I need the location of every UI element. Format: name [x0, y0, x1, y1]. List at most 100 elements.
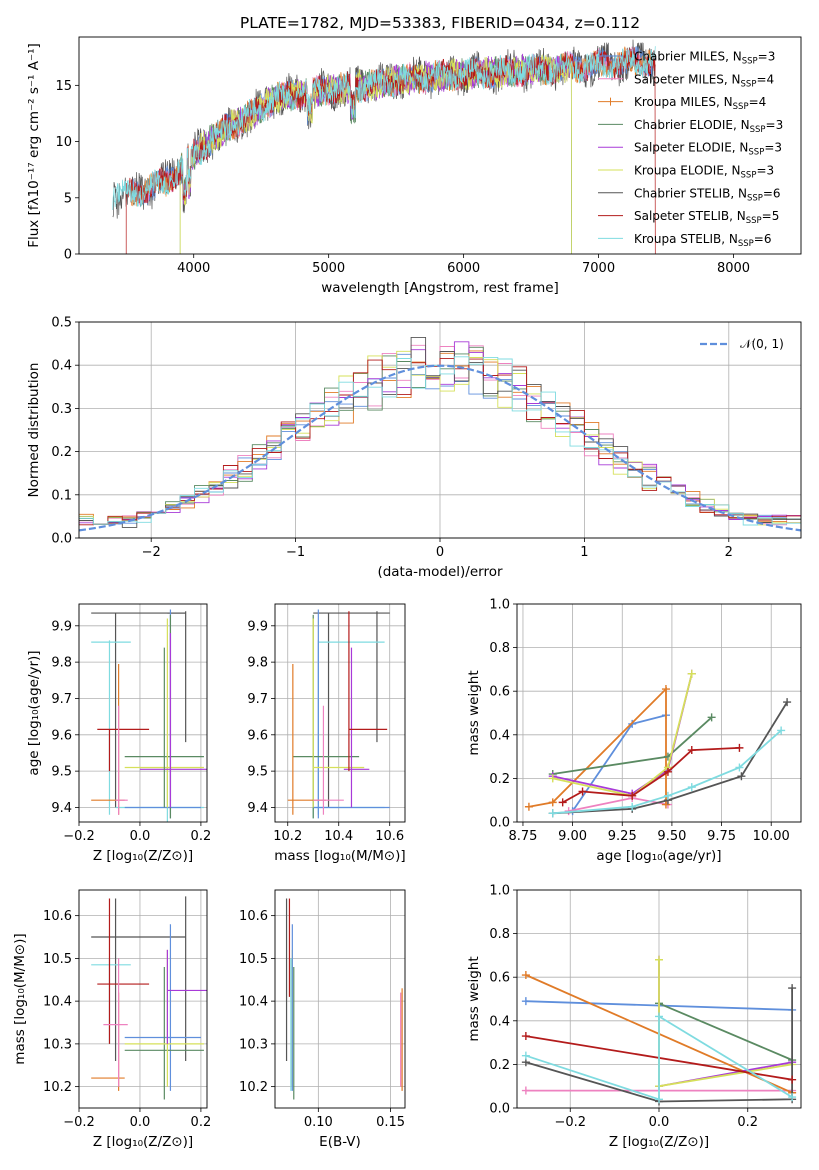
y-tick-label: 0.6: [489, 971, 510, 986]
y-axis-label: mass weight: [466, 670, 482, 755]
weight-point: [707, 713, 716, 722]
x-tick-label: 0.2: [737, 1115, 758, 1130]
x-tick-label: −0.2: [554, 1115, 586, 1130]
x-tick-label: 1: [580, 545, 588, 560]
x-tick-label: 0.0: [649, 1115, 670, 1130]
normal-curve: [78, 364, 802, 532]
weight-line-salpeter-stelib: [562, 747, 740, 804]
x-tick-label: 0.2: [191, 829, 212, 844]
weight-line-chabrier-stelib: [525, 988, 793, 1103]
y-tick-label: 0.2: [489, 772, 510, 787]
weight-point: [663, 767, 672, 776]
y-tick-label: 0.2: [51, 445, 72, 460]
y-axis-label: age [log₁₀(age/yr)]: [26, 650, 42, 775]
y-tick-label: 0.2: [489, 1058, 510, 1073]
x-axis-label: Z [log₁₀(Z/Z⊙)]: [93, 848, 193, 864]
y-tick-label: 10.4: [239, 995, 268, 1010]
y-tick-label: 0.4: [489, 728, 510, 743]
x-axis-label: wavelength [Angstrom, rest frame]: [321, 280, 559, 296]
x-axis-label: mass [log₁₀(M/M⊙)]: [274, 848, 405, 864]
legend-entry: Kroupa ELODIE, NSSP=3: [634, 164, 774, 181]
axes-mass-vs-Z: −0.2 0.0 0.2 10.2 10.3 10.4 10.5 10.6 Z [log₁₀(Z…: [12, 889, 212, 1150]
y-tick-label: 9.8: [247, 656, 268, 671]
y-tick-label: 1.0: [489, 884, 510, 899]
axes-frame: [274, 603, 406, 823]
x-axis-label: age [log₁₀(age/yr)]: [596, 848, 721, 864]
y-tick-label: 10.3: [239, 1037, 268, 1052]
legend-entry: Kroupa MILES, NSSP=4: [634, 95, 766, 112]
y-tick-label: 0.8: [489, 641, 510, 656]
x-tick-label: 0.0: [130, 829, 151, 844]
weight-point: [524, 802, 533, 811]
legend-entry: Salpeter ELODIE, NSSP=3: [634, 141, 782, 158]
weight-point: [788, 1075, 797, 1084]
weight-line-kroupa-miles: [528, 686, 667, 808]
y-tick-label: 10.2: [239, 1080, 268, 1095]
x-tick-label: 8000: [717, 261, 750, 276]
y-tick-label: 9.4: [51, 801, 72, 816]
axes-frame: [78, 889, 208, 1109]
weight-point: [735, 743, 744, 752]
axes-frame: [516, 889, 802, 1109]
weight-point: [521, 997, 530, 1006]
axes-frame: [78, 321, 802, 539]
weight-point: [558, 798, 567, 807]
weight-line-kroupa-stelib: [525, 1014, 793, 1101]
weight-point: [548, 774, 557, 783]
legend-entry: Chabrier MILES, NSSP=3: [634, 50, 775, 67]
axes-mass-weight-vs-Z: −0.2 0.0 0.2 0.0 0.2 0.4 0.6 0.8 1.0 Z [log₁₀(Z/Z…: [466, 884, 802, 1150]
axes-age-vs-Z: −0.2 0.0 0.2 9.4 9.5 9.6 9.7 9.8 9.9 Z [log₁₀(Z/Z…: [26, 603, 212, 864]
x-tick-label: 2: [725, 545, 733, 560]
y-tick-label: 0.4: [51, 359, 72, 374]
x-tick-label: 5000: [312, 261, 345, 276]
legend-entry: 𝒩(0, 1): [740, 337, 784, 351]
x-tick-label: 0: [436, 545, 444, 560]
weight-point: [521, 1086, 530, 1095]
x-tick-label: 9.25: [608, 829, 637, 844]
y-tick-label: 10.5: [43, 952, 72, 967]
y-tick-label: 10.4: [43, 995, 72, 1010]
y-tick-label: 9.9: [247, 619, 268, 634]
y-tick-label: 9.7: [51, 692, 72, 707]
spectrum-line-kroupa-stelib: [112, 46, 656, 211]
weight-point: [687, 783, 696, 792]
y-tick-label: 9.7: [247, 692, 268, 707]
weight-point: [655, 955, 663, 964]
x-tick-label: 4000: [177, 261, 210, 276]
axes-frame: [516, 603, 802, 823]
weight-point: [578, 787, 587, 796]
x-axis-label: Z [log₁₀(Z/Z⊙)]: [609, 1134, 709, 1150]
y-tick-label: 9.5: [51, 765, 72, 780]
weight-point: [548, 798, 557, 807]
x-tick-label: −1: [286, 545, 305, 560]
weight-point: [687, 746, 696, 755]
y-tick-label: 9.9: [51, 619, 72, 634]
y-tick-label: 10.6: [239, 909, 268, 924]
x-tick-label: 0.10: [304, 1115, 333, 1130]
x-tick-label: 0.2: [191, 1115, 212, 1130]
y-tick-label: 0.0: [51, 532, 72, 547]
legend-entry: Salpeter MILES, NSSP=4: [634, 72, 774, 89]
y-tick-label: 9.5: [247, 765, 268, 780]
weight-point: [661, 685, 670, 694]
weight-point: [663, 791, 672, 800]
spectrum-legend: Chabrier MILES, NSSP=3 Salpeter MILES, NS…: [598, 50, 783, 249]
weight-line-kroupa-stelib: [552, 729, 782, 815]
x-tick-label: 10.00: [753, 829, 790, 844]
weight-point: [521, 971, 530, 980]
x-axis-label: E(B-V): [319, 1134, 361, 1150]
y-tick-label: 10.2: [43, 1080, 72, 1095]
x-tick-label: 8.75: [508, 829, 537, 844]
x-tick-label: −2: [142, 545, 161, 560]
x-tick-label: 9.50: [657, 829, 686, 844]
weight-point: [521, 1032, 530, 1041]
y-tick-label: 10: [55, 135, 72, 150]
x-tick-label: 0.15: [376, 1115, 405, 1130]
y-axis-label: Flux [fλ10⁻¹⁷ erg cm⁻² s⁻¹ A⁻¹]: [26, 43, 42, 248]
y-tick-label: 9.6: [247, 728, 268, 743]
weight-point: [655, 1095, 663, 1104]
y-tick-label: 10.6: [43, 909, 72, 924]
x-tick-label: 9.00: [558, 829, 587, 844]
axes-spectrum: 4000 5000 6000 7000 8000 0 5 10 15 wavelength [An…: [26, 36, 802, 296]
weight-point: [548, 809, 557, 818]
